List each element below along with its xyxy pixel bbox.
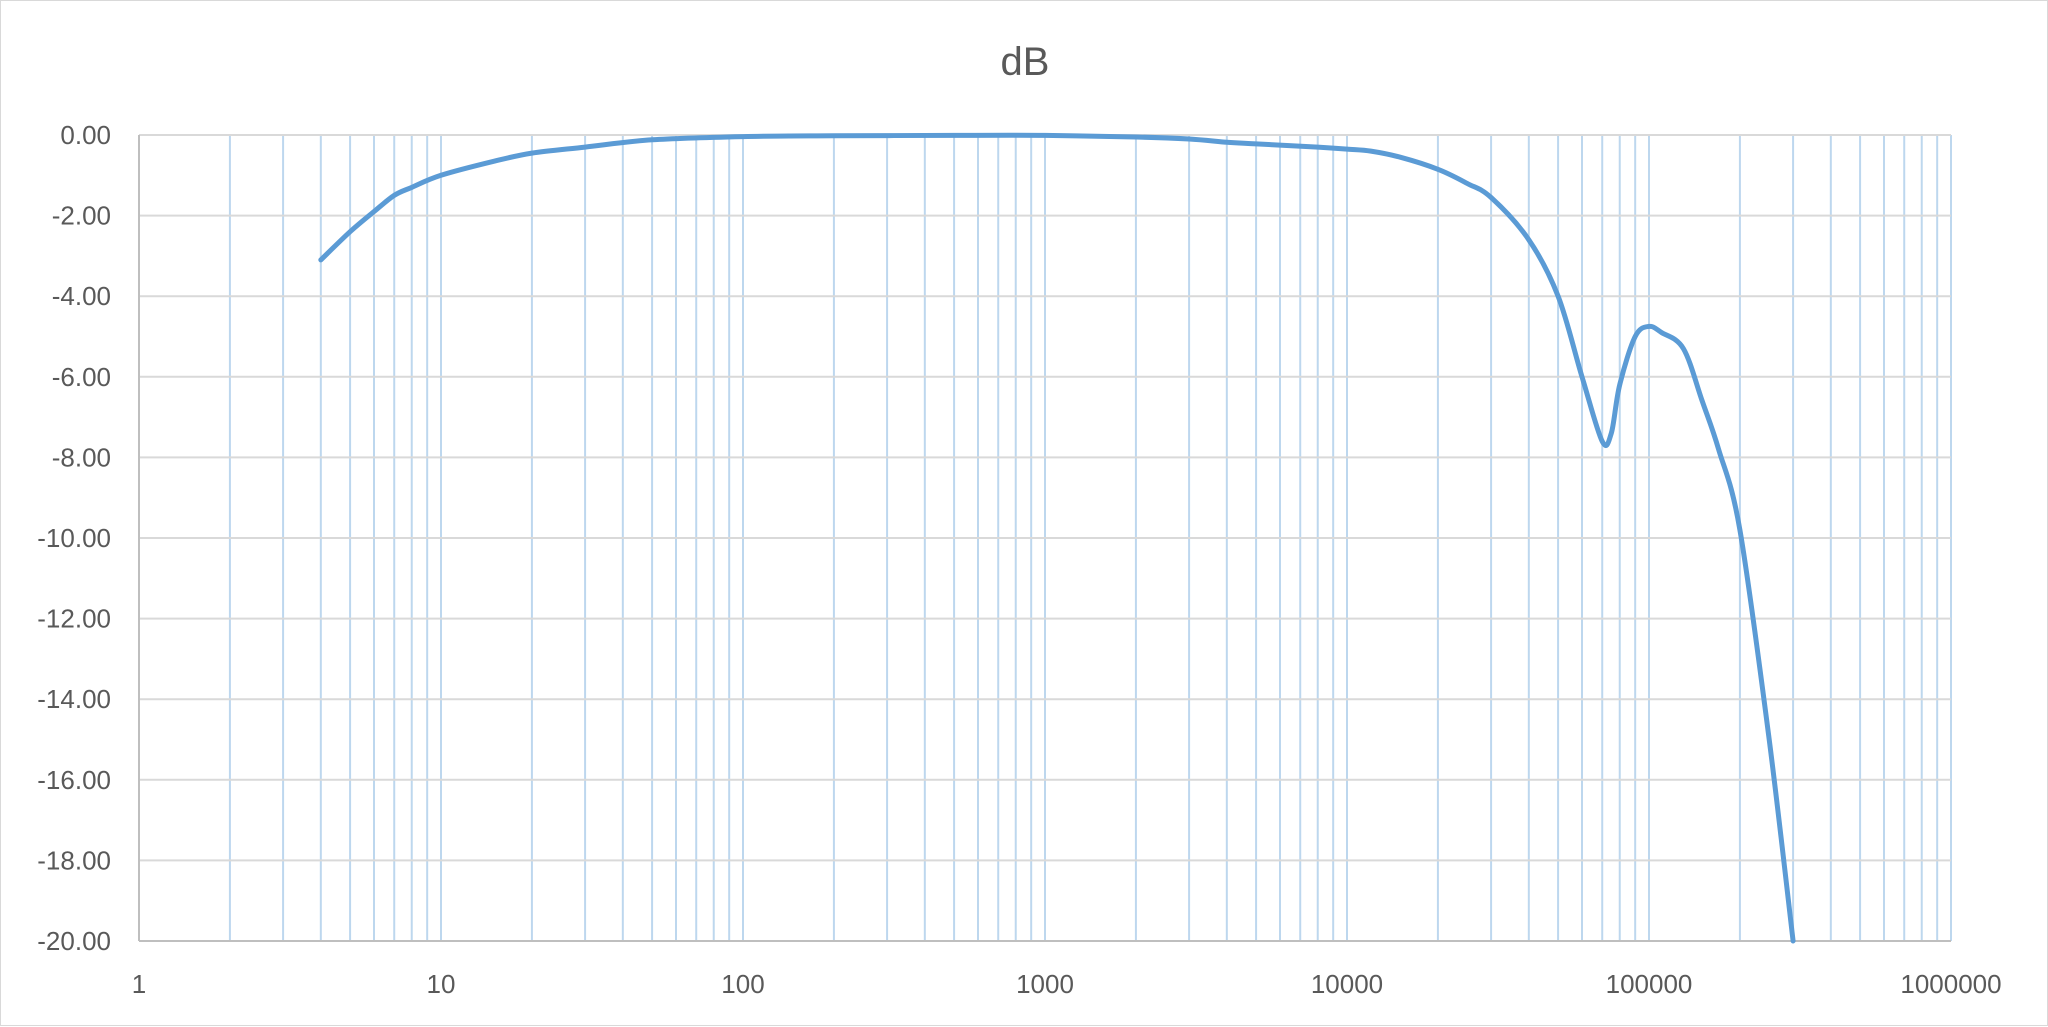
x-tick-label: 10 <box>427 969 456 999</box>
x-tick-label: 1000000 <box>1900 969 2001 999</box>
y-tick-label: -12.00 <box>37 604 111 634</box>
series-line-0 <box>318 132 1796 944</box>
y-tick-label: -18.00 <box>37 845 111 875</box>
x-tick-label: 100 <box>721 969 764 999</box>
y-tick-label: -10.00 <box>37 523 111 553</box>
x-axis-tick-labels: 1 10 100 1000 10000 100000 1000000 <box>132 969 2002 999</box>
y-tick-label: -20.00 <box>37 926 111 956</box>
series-layer <box>318 132 1796 944</box>
y-axis-tick-labels: 0.00 -2.00 -4.00 -6.00 -8.00 -10.00 -12.00 -14.… <box>37 120 111 956</box>
y-tick-label: -14.00 <box>37 684 111 714</box>
plot-axes <box>138 135 1951 942</box>
x-tick-label: 100000 <box>1606 969 1693 999</box>
y-tick-label: -4.00 <box>52 281 111 311</box>
x-tick-label: 10000 <box>1311 969 1383 999</box>
x-tick-label: 1000 <box>1016 969 1074 999</box>
y-tick-label: -6.00 <box>52 362 111 392</box>
x-tick-label: 1 <box>132 969 146 999</box>
y-tick-label: 0.00 <box>60 120 111 150</box>
y-tick-label: -16.00 <box>37 765 111 795</box>
y-tick-label: -8.00 <box>52 442 111 472</box>
chart-title: dB <box>1001 40 1050 84</box>
y-tick-label: -2.00 <box>52 201 111 231</box>
